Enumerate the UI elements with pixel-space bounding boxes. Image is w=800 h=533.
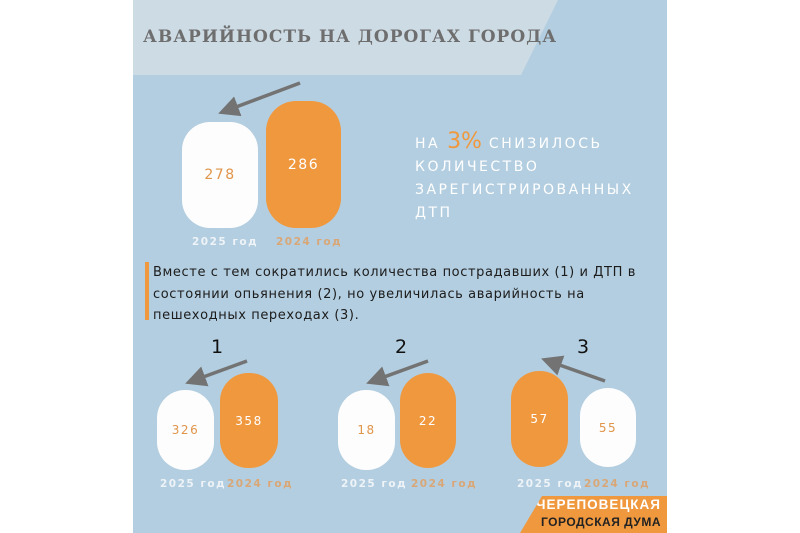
value-2025: 57 [511,371,568,467]
value-2024: 55 [580,388,636,467]
label-2025: 2025 год [517,478,584,490]
label-2024: 2024 год [227,478,294,490]
infographic-panel: АВАРИЙНОСТЬ НА ДОРОГАХ ГОРОДА 278 286 20… [133,0,667,533]
label-2024: 2024 год [584,478,651,490]
label-2025: 2025 год [341,478,408,490]
stat-line: КОЛИЧЕСТВО [415,159,540,175]
logo: ЧЕРЕПОВЕЦКАЯ ГОРОДСКАЯ ДУМА [520,496,667,533]
description-paragraph: Вместе с тем сократились количества пост… [153,265,636,323]
arrows [185,81,606,387]
stat-text: НА 3% СНИЗИЛОСЬ КОЛИЧЕСТВО ЗАРЕГИСТРИРОВ… [415,130,634,225]
value-2025: 278 [182,122,258,228]
page-title: АВАРИЙНОСТЬ НА ДОРОГАХ ГОРОДА [143,27,558,47]
stat-line: СНИЗИЛОСЬ [488,136,603,152]
stat-pre: НА [415,136,441,152]
accent-bar [145,262,149,320]
label-2024: 2024 год [411,478,478,490]
stat-line: ЗАРЕГИСТРИРОВАННЫХ [415,182,634,198]
value-2024: 286 [266,101,341,228]
label-2025: 2025 год [160,478,227,490]
header-band [133,0,558,75]
group-number: 1 [211,336,224,358]
logo-line2: ГОРОДСКАЯ ДУМА [541,515,661,529]
label-2025: 2025 год [192,236,259,248]
arrow-icon [541,355,606,383]
group-number: 3 [577,336,590,358]
logo-line1: ЧЕРЕПОВЕЦКАЯ [535,497,661,512]
stat-line: ДТП [415,205,453,221]
arrow-icon [185,359,248,387]
value-2025: 18 [338,390,395,470]
arrow-icon [366,359,429,387]
label-2024: 2024 год [276,236,343,248]
arrow-icon [218,81,301,117]
stat-percent: 3% [447,129,482,154]
group-number: 2 [395,336,408,358]
value-2025: 326 [157,390,214,470]
value-2024: 358 [220,373,278,468]
value-2024: 22 [400,373,456,468]
